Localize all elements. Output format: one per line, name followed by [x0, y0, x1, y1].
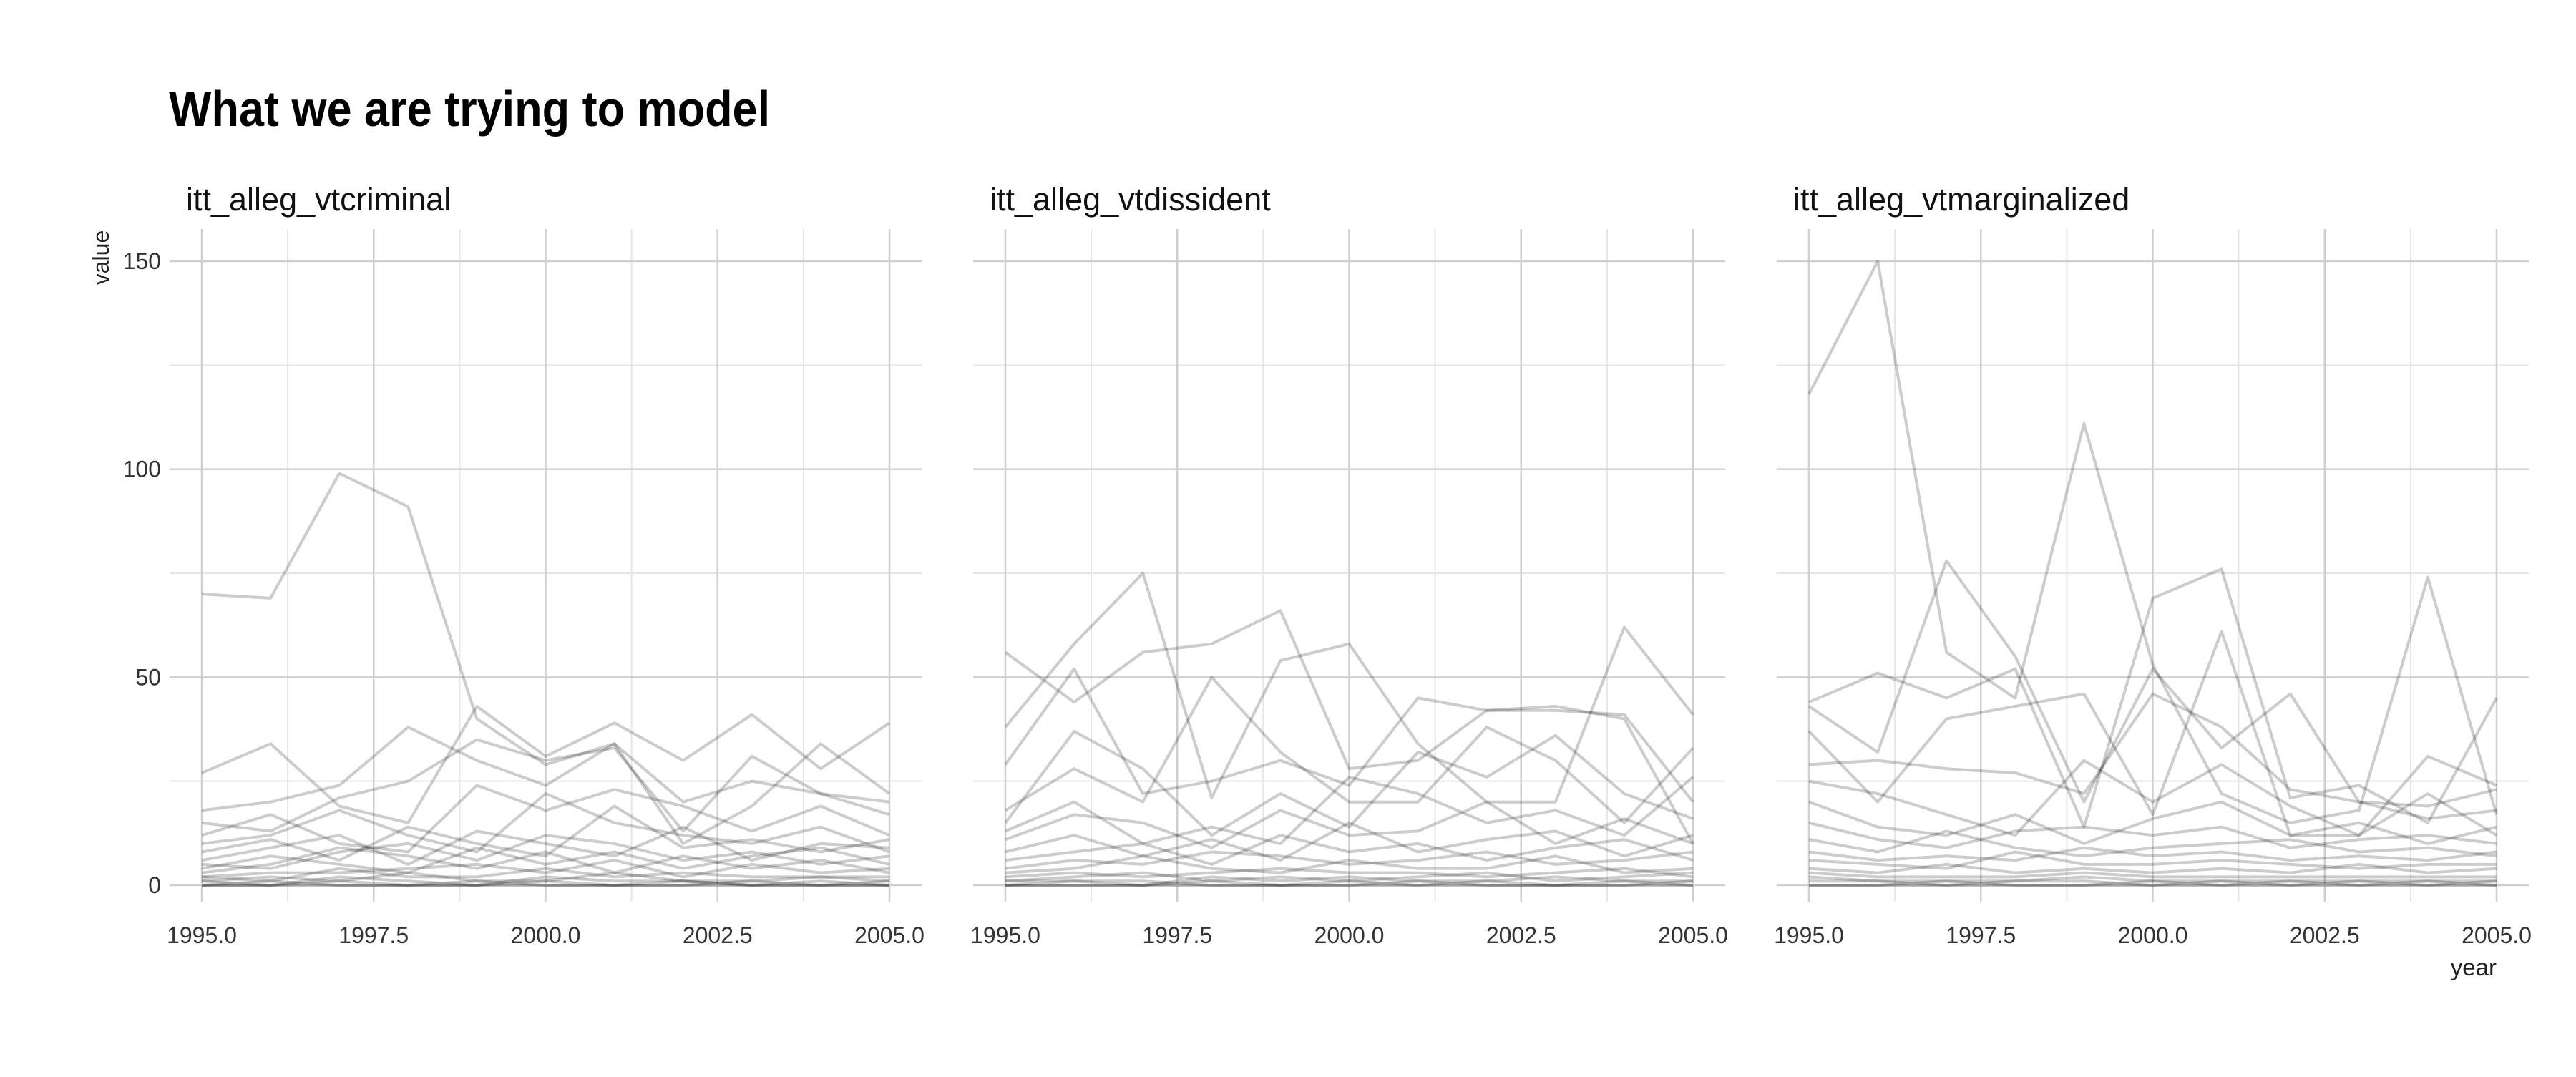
x-tick-label: 2005.0 — [854, 922, 924, 948]
series-line — [1005, 875, 1693, 887]
series-line — [1808, 829, 2497, 858]
panel-title: itt_alleg_vtcriminal — [186, 181, 451, 218]
x-tick-label: 2000.0 — [511, 922, 581, 948]
series-line — [1807, 559, 2497, 808]
x-tick-label: 1997.5 — [338, 922, 409, 948]
x-tick-label: 1995.0 — [970, 922, 1040, 948]
series-line — [1808, 759, 2498, 837]
series-line — [1809, 879, 2497, 887]
series-line — [201, 879, 890, 887]
series-line — [1005, 775, 1694, 845]
x-axis-label: year — [2451, 954, 2497, 980]
series-line — [201, 738, 890, 833]
panel-title: itt_alleg_vtdissident — [990, 181, 1271, 218]
series-line — [201, 784, 890, 854]
series-line — [1004, 609, 1694, 844]
x-tick-label: 2002.5 — [1486, 922, 1556, 948]
series-line — [201, 846, 890, 874]
series-line — [1005, 850, 1694, 870]
x-tick-label: 2000.0 — [1314, 922, 1385, 948]
y-tick-label: 50 — [135, 664, 161, 690]
series-line — [1004, 729, 1694, 837]
x-tick-label: 1997.5 — [1142, 922, 1212, 948]
series-line — [201, 875, 890, 887]
series-line — [1808, 871, 2497, 879]
x-tick-label: 2000.0 — [2118, 922, 2188, 948]
series-line — [202, 879, 889, 887]
x-tick-label: 1997.5 — [1946, 922, 2016, 948]
series-line — [1808, 821, 2497, 849]
series-line — [1005, 821, 1694, 862]
series-line — [201, 472, 890, 804]
chart-title: What we are trying to model — [169, 81, 771, 137]
series-line — [201, 846, 890, 874]
x-tick-label: 1995.0 — [1774, 922, 1844, 948]
y-axis-label: value — [88, 230, 114, 286]
series-line — [1808, 850, 2497, 870]
series-line — [201, 792, 890, 854]
series-line — [201, 834, 890, 870]
series-line — [201, 705, 891, 824]
y-tick-label: 0 — [148, 872, 161, 898]
x-tick-label: 2005.0 — [1658, 922, 1728, 948]
series-line — [1808, 875, 2497, 883]
series-line — [1807, 260, 2498, 824]
series-line — [1004, 676, 1694, 824]
series-line — [1807, 630, 2497, 837]
series-line — [1005, 834, 1694, 866]
series-line — [1004, 667, 1694, 803]
series-line — [1005, 879, 1694, 887]
x-tick-label: 2002.5 — [683, 922, 753, 948]
series-line — [1808, 567, 2498, 829]
series-line — [1005, 800, 1694, 849]
series-line — [201, 859, 890, 879]
series-line — [1004, 572, 1694, 804]
series-line — [1005, 871, 1694, 883]
y-tick-label: 150 — [123, 248, 161, 274]
y-tick-label: 100 — [123, 457, 161, 482]
series-line — [1808, 800, 2497, 845]
panel-itt_alleg_vtcriminal: itt_alleg_vtcriminal 1995.0 1997.5 2000.0 20… — [123, 181, 924, 948]
series-line — [201, 726, 891, 845]
series-line — [201, 804, 890, 862]
series-line — [1005, 879, 1694, 887]
panel-title: itt_alleg_vtmarginalized — [1793, 181, 2129, 218]
series-line — [201, 871, 890, 883]
x-tick-label: 2005.0 — [2462, 922, 2532, 948]
series-line — [1005, 854, 1694, 874]
panel-itt_alleg_vtdissident: itt_alleg_vtdissident 1995.0 1997.5 2000.0 2… — [970, 181, 1728, 948]
series-line — [1808, 862, 2497, 874]
series-line — [1005, 867, 1694, 879]
series-line — [1809, 879, 2497, 887]
x-tick-label: 1995.0 — [167, 922, 237, 948]
series-line — [201, 867, 889, 883]
x-tick-label: 2002.5 — [2290, 922, 2360, 948]
panel-itt_alleg_vtmarginalized: itt_alleg_vtmarginalized 1995.0 1997.5 2000… — [1774, 181, 2532, 948]
series-line — [1808, 692, 2497, 820]
series-line — [1808, 846, 2497, 862]
series-line — [201, 825, 890, 866]
